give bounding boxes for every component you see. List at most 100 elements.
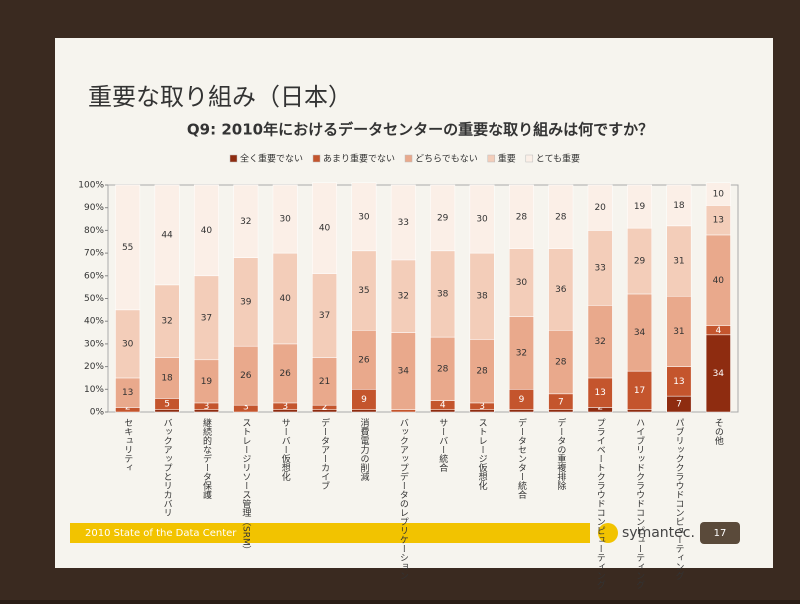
bar-segment — [272, 252, 298, 345]
bar-segment — [351, 182, 377, 252]
bar-segment — [390, 332, 416, 410]
bar-segment — [666, 366, 692, 397]
y-tick-label: 90% — [84, 203, 104, 213]
x-tick-label: その他 — [713, 418, 724, 446]
y-tick-label: 20% — [84, 362, 104, 372]
bar-segment — [115, 184, 141, 311]
data-label: 29 — [634, 257, 646, 267]
data-label: 3 — [282, 402, 288, 412]
bar-segment — [193, 275, 219, 361]
bar-segment — [508, 248, 534, 317]
bar-segment — [193, 359, 219, 404]
legend-swatch — [487, 154, 496, 163]
y-tick-label: 50% — [84, 294, 104, 304]
bar-segment — [587, 305, 613, 379]
bar-segment — [666, 184, 692, 227]
data-label: 4 — [715, 326, 721, 336]
bar-segment — [548, 330, 574, 395]
data-label: 10 — [713, 190, 725, 200]
bar-segment — [508, 316, 534, 390]
x-tick-label: 消費電力の削減 — [358, 417, 369, 482]
x-tick-label: バックアップとリカバリ — [162, 418, 173, 517]
x-tick-label: セキュリティ — [122, 418, 133, 472]
data-label: 17 — [634, 386, 645, 396]
data-label: 33 — [398, 218, 409, 228]
data-label: 32 — [594, 337, 605, 347]
x-tick-label: データアーカイブ — [319, 417, 330, 490]
data-label: 30 — [279, 215, 291, 225]
logo — [598, 523, 618, 543]
legend-swatch — [229, 154, 238, 163]
bar-segment — [430, 250, 456, 338]
data-label: 3 — [243, 403, 249, 413]
data-label: 5 — [164, 400, 170, 410]
bar-segment — [154, 357, 180, 399]
data-label: 18 — [673, 201, 685, 211]
data-label: 34 — [398, 367, 410, 377]
data-label: 37 — [201, 313, 212, 323]
bar-segment — [233, 257, 259, 347]
data-label: 9 — [519, 395, 525, 405]
chart-title: Q9: 2010年におけるデータセンターの重要な取り組みは何ですか？ — [187, 121, 653, 139]
legend-swatch — [312, 154, 321, 163]
data-label: 38 — [437, 289, 449, 299]
bar-segment — [115, 377, 141, 408]
bar-segment — [666, 225, 692, 297]
x-tick-label: プライベートクラウドコンピューティング — [595, 418, 606, 589]
data-label: 3 — [204, 402, 210, 412]
data-label: 31 — [673, 257, 684, 267]
y-tick-label: 80% — [84, 226, 104, 236]
footer-text: 2010 State of the Data Center — [85, 528, 237, 539]
data-label: 30 — [122, 339, 134, 349]
data-label: 13 — [594, 388, 605, 398]
data-label: 20 — [594, 203, 606, 213]
y-tick-label: 30% — [84, 339, 104, 349]
data-label: 34 — [713, 369, 725, 379]
x-tick-label: バックアップデータのレプリケーション — [398, 418, 409, 580]
data-label: 7 — [558, 397, 564, 407]
data-label: 32 — [240, 217, 251, 227]
y-tick-label: 40% — [84, 317, 104, 327]
bar-segment — [627, 370, 653, 410]
footer-bar — [70, 523, 590, 543]
brand: symantec. — [622, 525, 695, 541]
x-tick-label: 継続的なデータ保護 — [201, 417, 212, 500]
legend-swatch — [404, 154, 413, 163]
data-label: 26 — [240, 371, 252, 381]
data-label: 19 — [201, 377, 213, 387]
data-label: 2 — [322, 403, 328, 413]
data-label: 18 — [161, 373, 173, 383]
data-label: 30 — [516, 278, 528, 288]
data-label: 31 — [673, 327, 684, 337]
bar-segment — [508, 184, 534, 249]
bar-segment — [705, 205, 731, 236]
data-label: 28 — [437, 364, 449, 374]
data-label: 28 — [476, 367, 488, 377]
data-label: 34 — [634, 328, 646, 338]
legend-label: 重要 — [498, 153, 516, 165]
y-tick-label: 70% — [84, 249, 104, 259]
bar-segment — [351, 250, 377, 331]
bar-segment — [627, 184, 653, 229]
data-label: 26 — [358, 355, 370, 365]
data-label: 30 — [358, 212, 370, 222]
data-label: 13 — [673, 377, 684, 387]
bar-segment — [548, 248, 574, 331]
page-box — [700, 522, 740, 544]
bar-segment — [587, 230, 613, 306]
x-tick-label: サーバー仮想化 — [280, 418, 291, 482]
data-label: 28 — [555, 212, 567, 222]
data-label: 38 — [476, 292, 488, 302]
legend-label: どちらでもない — [415, 154, 478, 165]
data-label: 32 — [516, 348, 527, 358]
bar-segment — [548, 184, 574, 249]
data-label: 7 — [676, 400, 682, 410]
legend-label: 全く重要でない — [240, 153, 303, 165]
data-label: 3 — [479, 402, 485, 412]
bar-segment — [705, 234, 731, 326]
data-label: 9 — [361, 395, 367, 405]
x-tick-label: データの重複排除 — [555, 417, 566, 490]
bar-segment — [627, 227, 653, 295]
x-tick-label: パブリッククラウドコンピューティング — [673, 418, 684, 580]
